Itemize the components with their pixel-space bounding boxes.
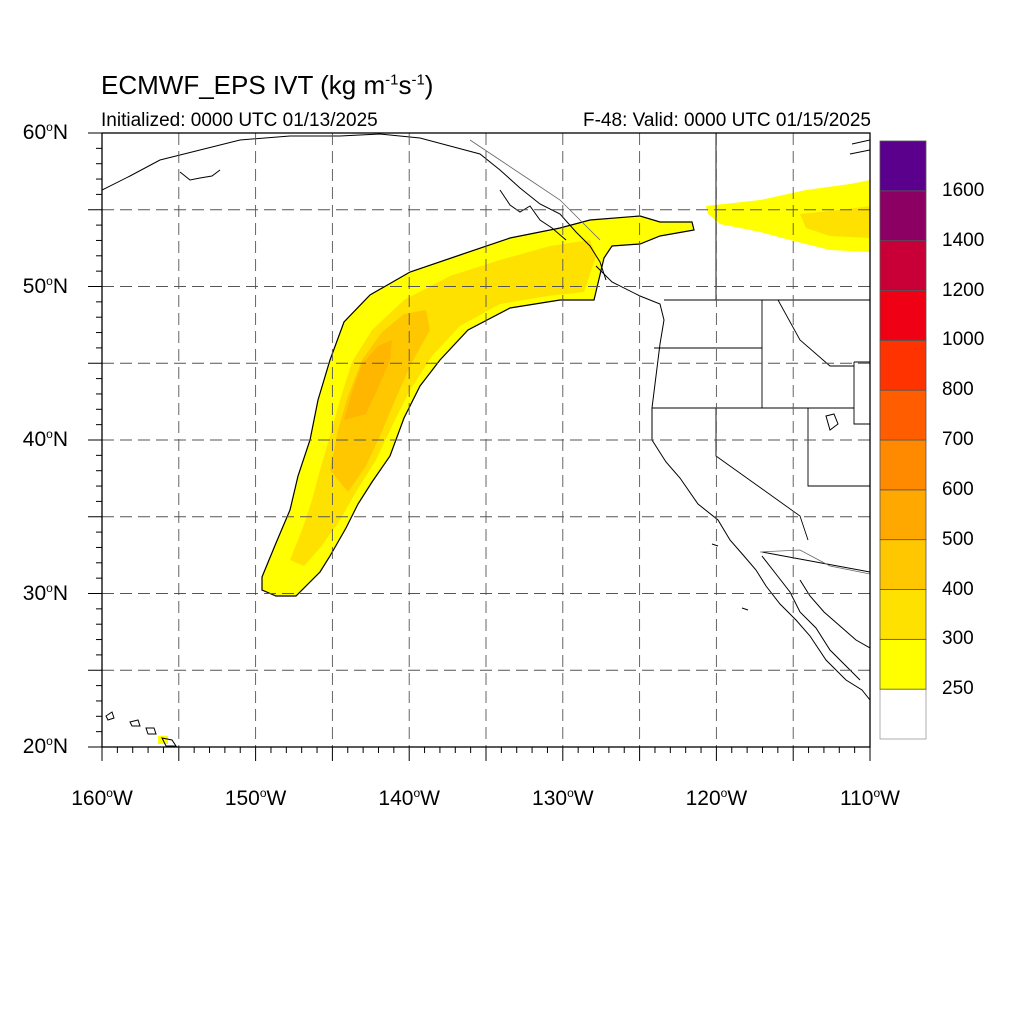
lon-label-140: 140oW: [378, 786, 440, 810]
valid-time: F-48: Valid: 0000 UTC 01/15/2025: [583, 110, 871, 131]
colorbar-swatch: [879, 539, 927, 590]
colorbar-label: 1200: [942, 279, 985, 301]
colorbar-label: 1600: [942, 179, 985, 201]
ivt-shading: [158, 180, 870, 744]
colorbar-swatch: [879, 140, 927, 192]
ivt-plume-600: [344, 340, 392, 420]
colorbar-swatch: [879, 240, 927, 291]
colorbar-label: 1000: [942, 329, 985, 351]
colorbar-label: 300: [942, 628, 974, 650]
country-borders: [469, 139, 870, 575]
gridlines: [102, 133, 870, 747]
colorbar-swatch: [879, 389, 927, 441]
lon-label-150: 150oW: [224, 786, 287, 810]
lon-label-160: 160oW: [71, 786, 133, 810]
colorbar-label: 400: [942, 578, 974, 600]
map-title: ECMWF_EPS IVT (kg m-1s-1): [101, 70, 434, 100]
colorbar-label: 800: [942, 379, 974, 401]
colorbar-label: 250: [942, 678, 974, 700]
lat-label-40: 40oN: [22, 427, 68, 451]
axis-ticks: [88, 132, 871, 761]
lat-label-50: 50oN: [22, 273, 68, 298]
colorbar-swatch: [879, 638, 927, 690]
lat-label-60: 60oN: [22, 120, 68, 144]
lat-label-20: 20oN: [22, 734, 68, 758]
colorbar-swatch: [879, 190, 927, 242]
colorbar-label: 1400: [942, 229, 985, 251]
colorbar: [879, 140, 927, 740]
colorbar-swatch: [879, 688, 927, 740]
colorbar-label: 700: [942, 429, 974, 450]
lon-label-130: 130oW: [532, 786, 594, 810]
colorbar-swatch: [879, 489, 927, 541]
colorbar-label: 500: [942, 528, 974, 550]
lon-label-120: 120oW: [685, 786, 748, 810]
ivt-plume-500: [330, 310, 430, 492]
colorbar-swatch: [879, 339, 927, 391]
colorbar-swatch: [879, 290, 927, 341]
initialized-time: Initialized: 0000 UTC 01/13/2025: [101, 110, 378, 131]
colorbar-swatch: [879, 589, 927, 640]
ivt-patch-ne-400: [800, 206, 870, 238]
lon-label-110: 110oW: [840, 786, 900, 810]
lat-label-30: 30oN: [22, 580, 68, 605]
colorbar-label: 600: [942, 478, 974, 500]
colorbar-swatch: [879, 439, 927, 491]
